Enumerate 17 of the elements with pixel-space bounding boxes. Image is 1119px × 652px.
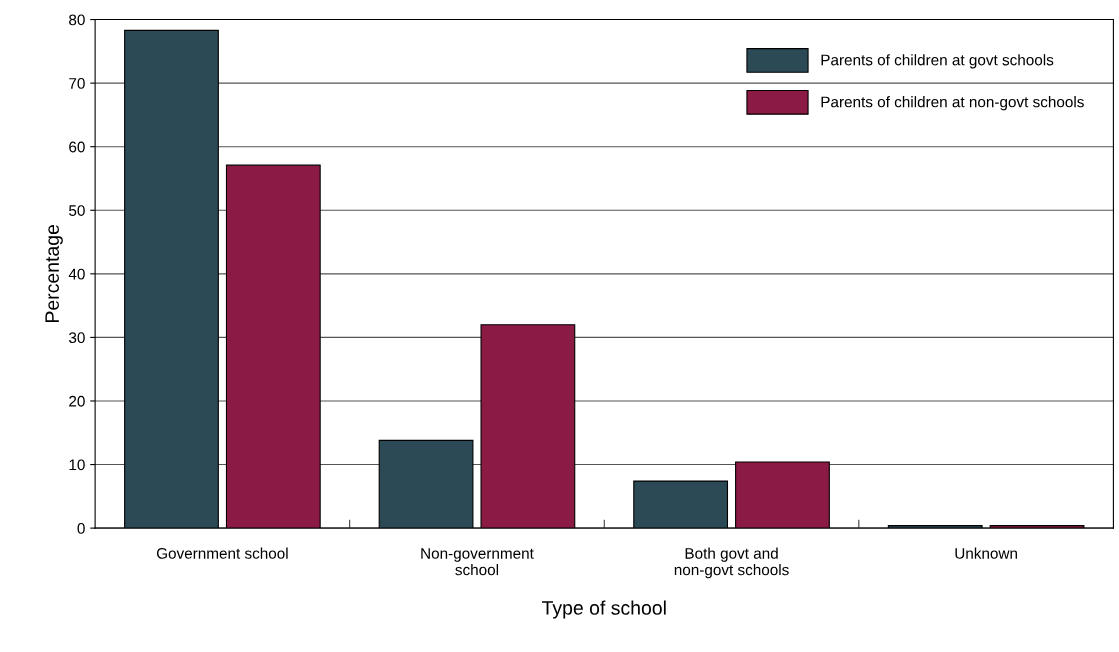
legend-label: Parents of children at govt schools	[821, 54, 1054, 69]
x-axis-title: Type of school	[542, 600, 666, 619]
y-tick-label: 70	[69, 78, 85, 89]
x-tick-label: Both govt and non-govt schools	[674, 547, 789, 579]
y-tick-label: 20	[69, 395, 85, 407]
y-tick-label: 60	[69, 141, 85, 153]
y-tick-label: 50	[69, 205, 85, 216]
y-tick-label: 40	[68, 268, 85, 280]
x-tick-label: Unknown	[955, 547, 1017, 559]
x-tick-label: Government school	[156, 547, 288, 559]
y-tick-label: 0	[77, 522, 85, 534]
y-axis-title: Percentage	[45, 224, 63, 322]
x-tick-label: Non-government school	[421, 548, 534, 576]
y-tick-label: 30	[68, 332, 85, 344]
y-tick-label: 10	[69, 459, 85, 471]
legend-label: Parents of children at non-govt schools	[821, 96, 1084, 111]
y-tick-label: 80	[69, 14, 85, 26]
